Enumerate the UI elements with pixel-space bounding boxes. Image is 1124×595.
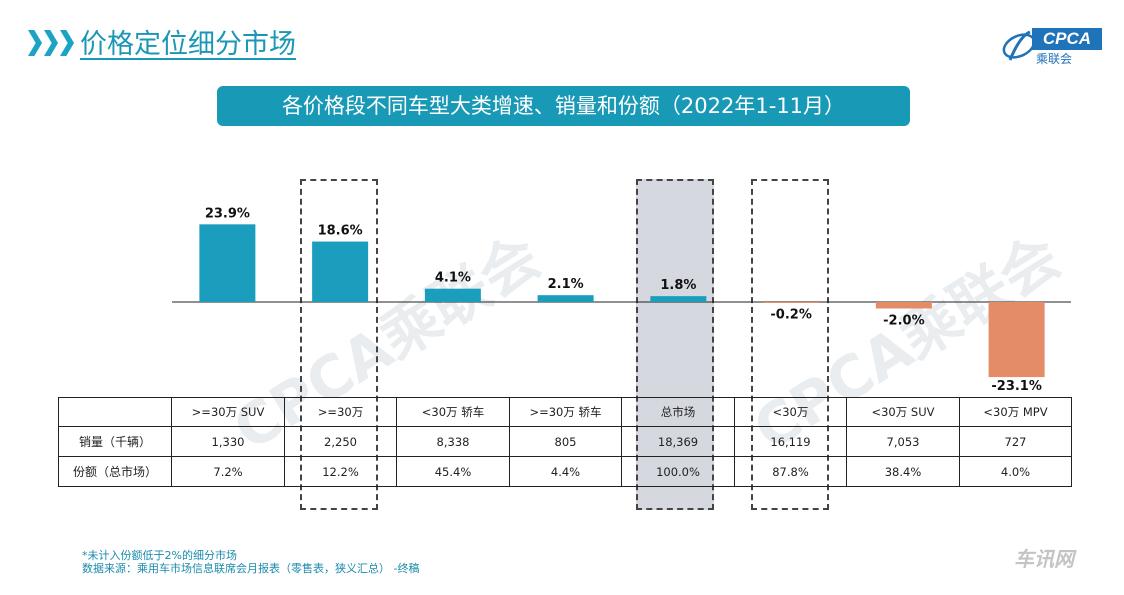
table-cell: 87.8% [734, 456, 847, 487]
chart-banner: 各价格段不同车型大类增速、销量和份额（2022年1-11月） [217, 86, 910, 126]
table-cell: 1,330 [171, 426, 285, 457]
row-header: 销量（千辆） [58, 426, 172, 457]
bar-value-label-5: -0.2% [770, 308, 811, 323]
table-cell: 4.4% [509, 456, 622, 487]
table-cell: 4.0% [959, 456, 1072, 487]
table-cell: 7.2% [171, 456, 285, 487]
table-row-sales: 销量（千辆） 1,330 2,250 8,338 805 18,369 16,1… [58, 426, 1072, 457]
bar-1 [312, 241, 369, 302]
table-cell: 38.4% [846, 456, 960, 487]
cpca-logo: CPCA 乘联会 [998, 26, 1108, 70]
table-cell: 7,053 [846, 426, 960, 457]
column-header: 总市场 [621, 397, 735, 427]
bar-value-label-6: -2.0% [883, 314, 924, 329]
bar-2 [424, 288, 481, 302]
bar-value-label-2: 4.1% [435, 271, 471, 286]
bar-value-label-4: 1.8% [660, 278, 696, 293]
bar-5 [763, 302, 820, 303]
footnote: *未计入份额低于2%的细分市场 数据来源：乘用车市场信息联席会月报表（零售表，狭… [82, 549, 419, 575]
footnote-line-2: 数据来源：乘用车市场信息联席会月报表（零售表，狭义汇总） -终稿 [82, 562, 420, 575]
column-header: >=30万 轿车 [509, 397, 622, 427]
bar-3 [537, 295, 594, 302]
bar-value-label-0: 23.9% [205, 206, 250, 221]
table-cell: 2,250 [284, 426, 397, 457]
column-header: <30万 SUV [846, 397, 960, 427]
bar-value-label-3: 2.1% [548, 277, 584, 292]
bar-value-label-1: 18.6% [318, 224, 363, 239]
table-cell: 805 [509, 426, 622, 457]
table-cell: 16,119 [734, 426, 847, 457]
table-cell: 45.4% [396, 456, 510, 487]
bar-7 [988, 302, 1045, 378]
table-cell: 100.0% [621, 456, 735, 487]
table-corner-cell [58, 397, 172, 427]
table-row-share: 份额（总市场） 7.2% 12.2% 45.4% 4.4% 100.0% 87.… [58, 456, 1072, 487]
column-header: <30万 [734, 397, 847, 427]
bar-4 [650, 296, 707, 302]
column-header: <30万 MPV [959, 397, 1072, 427]
column-header: <30万 轿车 [396, 397, 510, 427]
footnote-line-1: *未计入份额低于2%的细分市场 [82, 549, 237, 562]
column-header: >=30万 [284, 397, 397, 427]
data-table: >=30万 SUV >=30万 <30万 轿车 >=30万 轿车 总市场 <30… [58, 397, 1072, 487]
page-title: 价格定位细分市场 [80, 29, 296, 60]
column-header: >=30万 SUV [171, 397, 285, 427]
bar-value-label-7: -23.1% [991, 379, 1042, 394]
highlight-box-ge30 [300, 179, 378, 510]
table-header-row: >=30万 SUV >=30万 <30万 轿车 >=30万 轿车 总市场 <30… [58, 397, 1072, 427]
table-cell: 727 [959, 426, 1072, 457]
bar-6 [875, 302, 932, 309]
highlight-box-lt30 [751, 179, 829, 510]
logo-text: CPCA [1032, 28, 1102, 50]
table-cell: 12.2% [284, 456, 397, 487]
table-cell: 18,369 [621, 426, 735, 457]
logo-subtext: 乘联会 [1036, 52, 1073, 66]
row-header: 份额（总市场） [58, 456, 172, 487]
corner-watermark-logo: 车讯网 [1014, 547, 1074, 571]
bar-0 [199, 224, 256, 302]
bar-chart: 23.9% 18.6% 4.1% 2.1% 1.8% -0.2% -2.0% -23.1% [172, 206, 1071, 394]
table-cell: 8,338 [396, 426, 510, 457]
